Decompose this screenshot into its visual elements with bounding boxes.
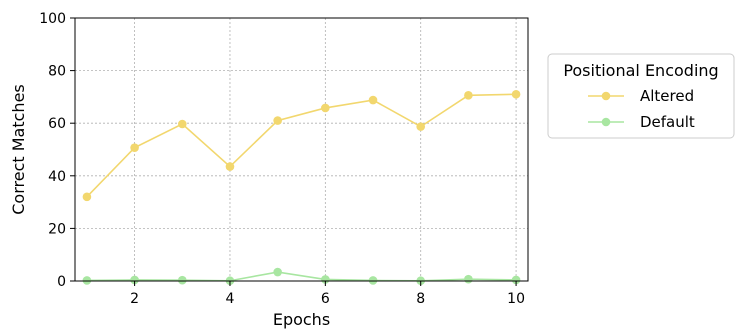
legend-marker-altered [601,91,611,101]
legend-title: Positional Encoding [563,61,718,80]
y-tick-label: 0 [57,274,66,290]
series-line-default [86,271,517,282]
data-point-altered [321,103,330,113]
data-point-default [511,275,521,285]
data-point-altered [82,192,92,202]
data-point-altered [177,119,187,129]
data-point-altered [273,116,282,125]
data-point-altered [368,95,378,105]
y-tick-label: 100 [39,11,66,27]
y-axis-label: Correct Matches [9,84,28,214]
x-tick-label: 2 [130,291,139,307]
data-point-default [464,274,473,284]
data-point-default [273,267,282,277]
data-point-default [82,276,92,285]
series-line-altered [86,93,517,198]
x-tick-label: 8 [416,291,425,307]
x-tick-label: 6 [321,291,330,307]
legend-label-altered: Altered [640,87,694,105]
y-tick-label: 40 [48,169,66,185]
x-axis-label: Epochs [273,310,330,329]
data-point-altered [416,122,426,131]
legend-marker-default [601,117,611,127]
grid [75,17,528,282]
data-point-altered [225,162,235,171]
data-point-default [177,275,187,285]
legend-entries: Altered Default [588,87,695,131]
series-layer [82,89,521,286]
y-tick-label: 60 [48,116,66,132]
data-point-default [130,275,139,285]
y-tick-label: 20 [48,221,66,237]
legend-label-default: Default [640,113,695,131]
x-tick-label: 10 [507,291,525,307]
data-point-altered [130,143,139,152]
legend-frame [547,53,735,139]
y-tick-label: 80 [48,64,66,80]
legend: Positional Encoding Altered Default [547,53,735,139]
plot-frame [74,17,529,282]
data-point-altered [511,89,521,99]
data-point-default [368,276,378,285]
data-point-altered [464,91,473,100]
data-point-default [321,275,330,284]
x-tick-label: 4 [226,291,235,307]
